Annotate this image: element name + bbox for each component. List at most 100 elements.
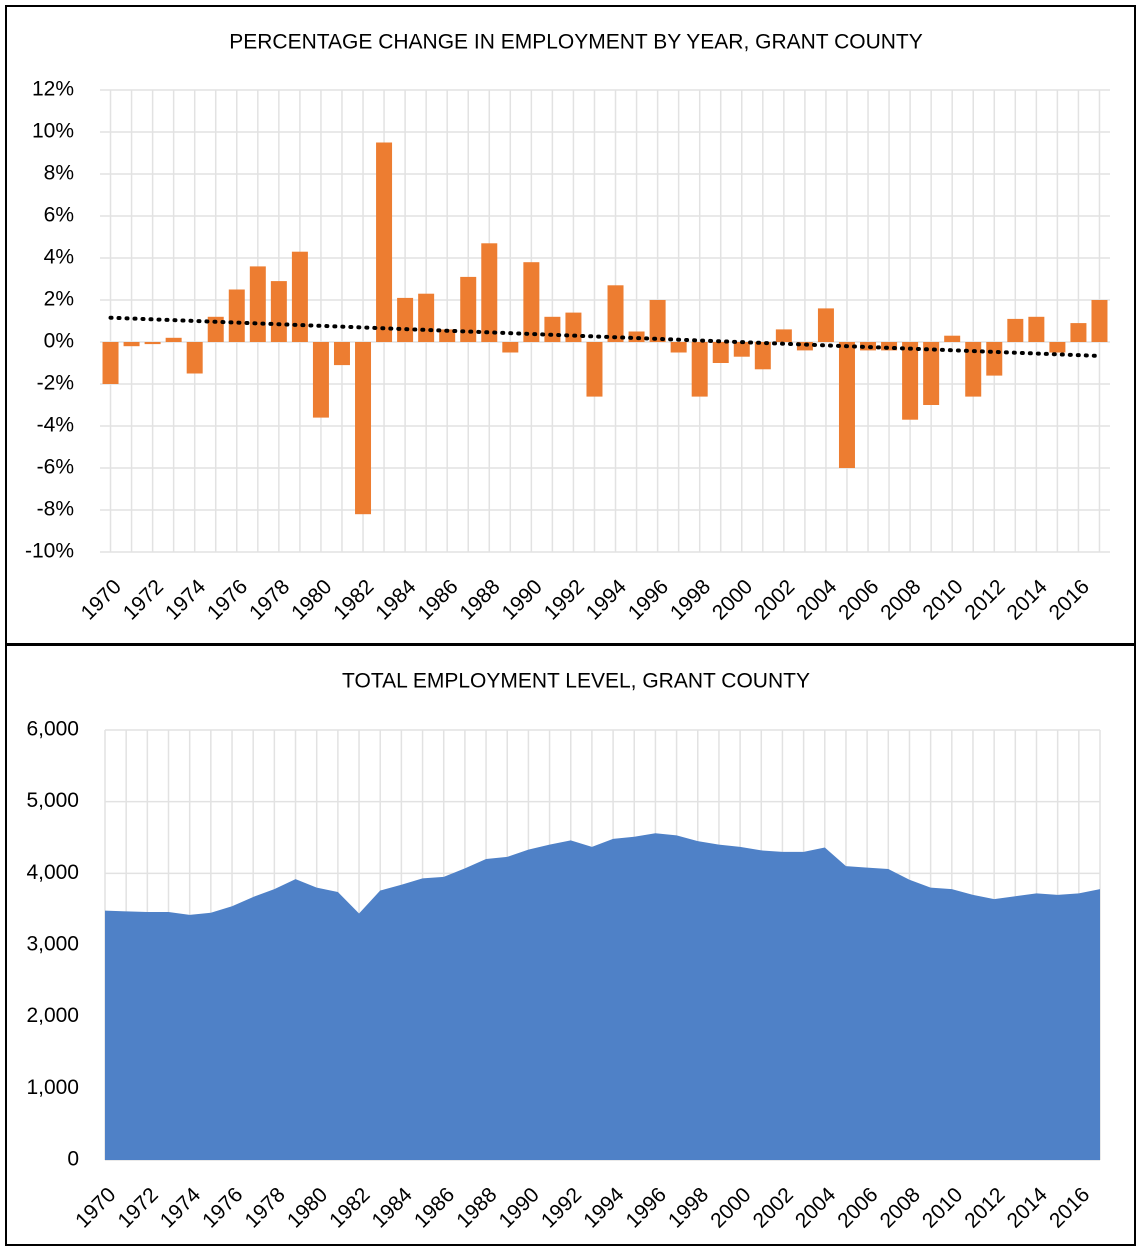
x-tick-label: 1990 bbox=[498, 575, 547, 624]
bar bbox=[397, 297, 414, 342]
x-tick-label: 2012 bbox=[960, 575, 1009, 624]
bar bbox=[1007, 318, 1024, 342]
bar bbox=[565, 312, 582, 342]
y-tick-label: 0% bbox=[44, 330, 74, 353]
y-tick-label: 6,000 bbox=[26, 718, 79, 741]
bar bbox=[460, 276, 477, 342]
x-tick-label: 1980 bbox=[287, 575, 336, 624]
x-tick-label: 1978 bbox=[245, 575, 294, 624]
bar bbox=[333, 342, 350, 366]
bar bbox=[439, 329, 456, 342]
x-tick-label: 1972 bbox=[119, 575, 168, 624]
bar bbox=[1028, 316, 1045, 342]
bar bbox=[965, 342, 982, 397]
y-tick-label: -10% bbox=[25, 540, 74, 563]
y-tick-label: 1,000 bbox=[26, 1076, 79, 1099]
x-tick-label: 1974 bbox=[156, 1183, 206, 1233]
x-tick-label: 1982 bbox=[325, 1183, 374, 1232]
bar bbox=[481, 243, 498, 342]
bar bbox=[754, 342, 771, 370]
bar bbox=[1049, 342, 1066, 353]
x-tick-label: 2006 bbox=[834, 575, 883, 624]
x-tick-label: 1998 bbox=[666, 575, 715, 624]
x-tick-label: 2006 bbox=[833, 1183, 882, 1232]
x-tick-label: 2012 bbox=[960, 1183, 1009, 1232]
x-tick-label: 1996 bbox=[624, 575, 673, 624]
x-tick-label: 2008 bbox=[876, 1183, 925, 1232]
x-tick-label: 2014 bbox=[1003, 1183, 1053, 1233]
bar bbox=[923, 342, 940, 405]
bar bbox=[838, 342, 855, 468]
bar bbox=[670, 342, 687, 353]
x-tick-label: 1994 bbox=[579, 1183, 629, 1233]
bar bbox=[502, 342, 519, 353]
bar bbox=[523, 262, 540, 342]
bar bbox=[986, 342, 1003, 376]
x-tick-label: 1980 bbox=[283, 1183, 332, 1232]
bar bbox=[628, 331, 645, 342]
chart-title: PERCENTAGE CHANGE IN EMPLOYMENT BY YEAR,… bbox=[229, 31, 923, 54]
x-tick-label: 1970 bbox=[71, 1183, 120, 1232]
x-tick-label: 2002 bbox=[749, 1183, 798, 1232]
area bbox=[105, 833, 1100, 1160]
bar bbox=[355, 342, 372, 515]
x-tick-label: 2002 bbox=[750, 575, 799, 624]
bar bbox=[418, 293, 435, 342]
trendline bbox=[108, 315, 1102, 358]
y-tick-label: -8% bbox=[37, 498, 74, 521]
x-tick-label: 1972 bbox=[113, 1183, 162, 1232]
y-tick-label: 5,000 bbox=[26, 789, 79, 812]
bar bbox=[1091, 300, 1108, 342]
x-tick-label: 2016 bbox=[1045, 575, 1094, 624]
bar bbox=[207, 316, 224, 342]
bar bbox=[376, 142, 393, 342]
y-tick-label: 0 bbox=[67, 1148, 79, 1171]
x-tick-label: 1988 bbox=[452, 1183, 501, 1232]
x-tick-label: 1976 bbox=[203, 575, 252, 624]
y-tick-label: 3,000 bbox=[26, 933, 79, 956]
bar bbox=[291, 251, 308, 342]
x-tick-label: 2010 bbox=[918, 575, 967, 624]
x-tick-label: 1994 bbox=[582, 575, 632, 625]
bar bbox=[586, 342, 603, 397]
bar bbox=[902, 342, 919, 420]
x-tick-label: 1992 bbox=[537, 1183, 586, 1232]
x-tick-label: 1970 bbox=[77, 575, 126, 624]
bar bbox=[165, 337, 182, 342]
x-tick-label: 1984 bbox=[368, 1183, 418, 1233]
bar bbox=[270, 281, 287, 342]
y-tick-label: 10% bbox=[32, 120, 74, 143]
bar bbox=[1070, 323, 1087, 342]
bar bbox=[649, 300, 666, 342]
x-tick-label: 2014 bbox=[1003, 575, 1053, 625]
x-tick-label: 1990 bbox=[495, 1183, 544, 1232]
bar bbox=[249, 266, 266, 342]
x-tick-label: 1974 bbox=[161, 575, 211, 625]
bar bbox=[712, 342, 729, 363]
bar bbox=[144, 342, 161, 345]
x-tick-label: 1996 bbox=[622, 1183, 671, 1232]
bar bbox=[102, 342, 119, 384]
y-tick-label: -6% bbox=[37, 456, 74, 479]
y-tick-label: 2,000 bbox=[26, 1004, 79, 1027]
x-tick-label: 1984 bbox=[371, 575, 421, 625]
x-tick-label: 2000 bbox=[706, 1183, 755, 1232]
y-tick-label: -4% bbox=[37, 414, 74, 437]
x-tick-label: 2008 bbox=[876, 575, 925, 624]
x-tick-label: 2016 bbox=[1045, 1183, 1094, 1232]
x-tick-label: 1976 bbox=[198, 1183, 247, 1232]
bar bbox=[817, 308, 834, 342]
bar bbox=[733, 342, 750, 357]
bar bbox=[775, 329, 792, 342]
y-tick-label: 8% bbox=[44, 162, 74, 185]
x-tick-label: 1978 bbox=[241, 1183, 290, 1232]
bar bbox=[228, 289, 245, 342]
y-tick-label: 12% bbox=[32, 78, 74, 101]
x-tick-label: 2004 bbox=[792, 575, 842, 625]
bottom-panel bbox=[5, 644, 1136, 1246]
x-tick-label: 1998 bbox=[664, 1183, 713, 1232]
chart-title: TOTAL EMPLOYMENT LEVEL, GRANT COUNTY bbox=[342, 670, 810, 693]
x-tick-label: 2000 bbox=[708, 575, 757, 624]
bar bbox=[123, 342, 140, 347]
